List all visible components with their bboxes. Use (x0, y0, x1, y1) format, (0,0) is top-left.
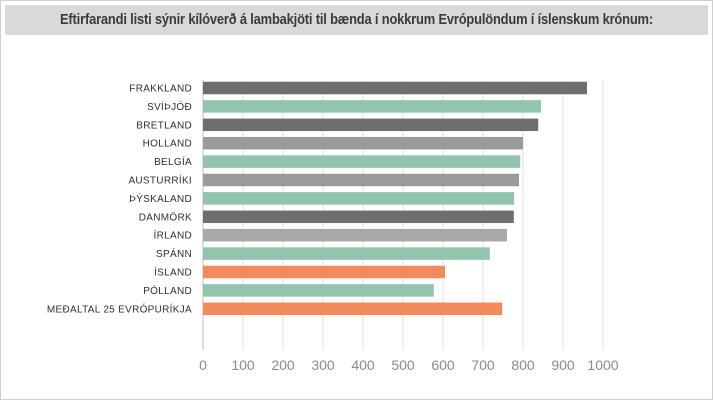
x-tick-label: 400 (351, 357, 375, 373)
x-tick-label: 1000 (587, 357, 618, 373)
x-tick-label: 200 (271, 357, 295, 373)
bar (203, 247, 490, 260)
bar (203, 81, 587, 95)
category-label: FRAKKLAND (129, 84, 192, 95)
bar (203, 192, 515, 205)
category-label: AUSTURRÍKI (128, 174, 192, 187)
bar (203, 210, 514, 224)
category-label: BELGÍA (154, 155, 192, 168)
bar (203, 155, 521, 168)
category-label: SPÁNN (156, 247, 192, 260)
bar (203, 265, 445, 279)
x-tick-label: 300 (311, 357, 335, 373)
category-label: DANMÖRK (139, 211, 192, 223)
category-label: HOLLAND (143, 139, 192, 150)
category-label: ÞÝSKALAND (129, 192, 192, 205)
title-bar: Eftirfarandi listi sýnir kílóverð á lamb… (5, 5, 708, 35)
x-tick-label: 0 (199, 357, 207, 373)
x-tick-label: 700 (471, 357, 495, 373)
x-tick-label: 500 (391, 357, 415, 373)
bar (203, 118, 539, 132)
category-label: ÍRLAND (154, 229, 192, 242)
bar (203, 284, 434, 297)
x-tick-label: 100 (231, 357, 255, 373)
bar (203, 173, 519, 187)
category-label: MEÐALTAL 25 EVRÓPURÍKJA (47, 302, 192, 315)
category-label: BRETLAND (136, 120, 192, 131)
x-tick-label: 800 (511, 357, 535, 373)
bar (203, 136, 523, 150)
bar (203, 228, 507, 242)
category-label: SVÍÞJÓÐ (147, 100, 192, 113)
bar (203, 100, 541, 113)
chart-title: Eftirfarandi listi sýnir kílóverð á lamb… (60, 11, 653, 28)
category-label: ÍSLAND (154, 266, 192, 279)
bar (203, 302, 503, 316)
category-label: PÓLLAND (143, 284, 192, 297)
x-tick-label: 900 (551, 357, 575, 373)
x-tick-label: 600 (431, 357, 455, 373)
